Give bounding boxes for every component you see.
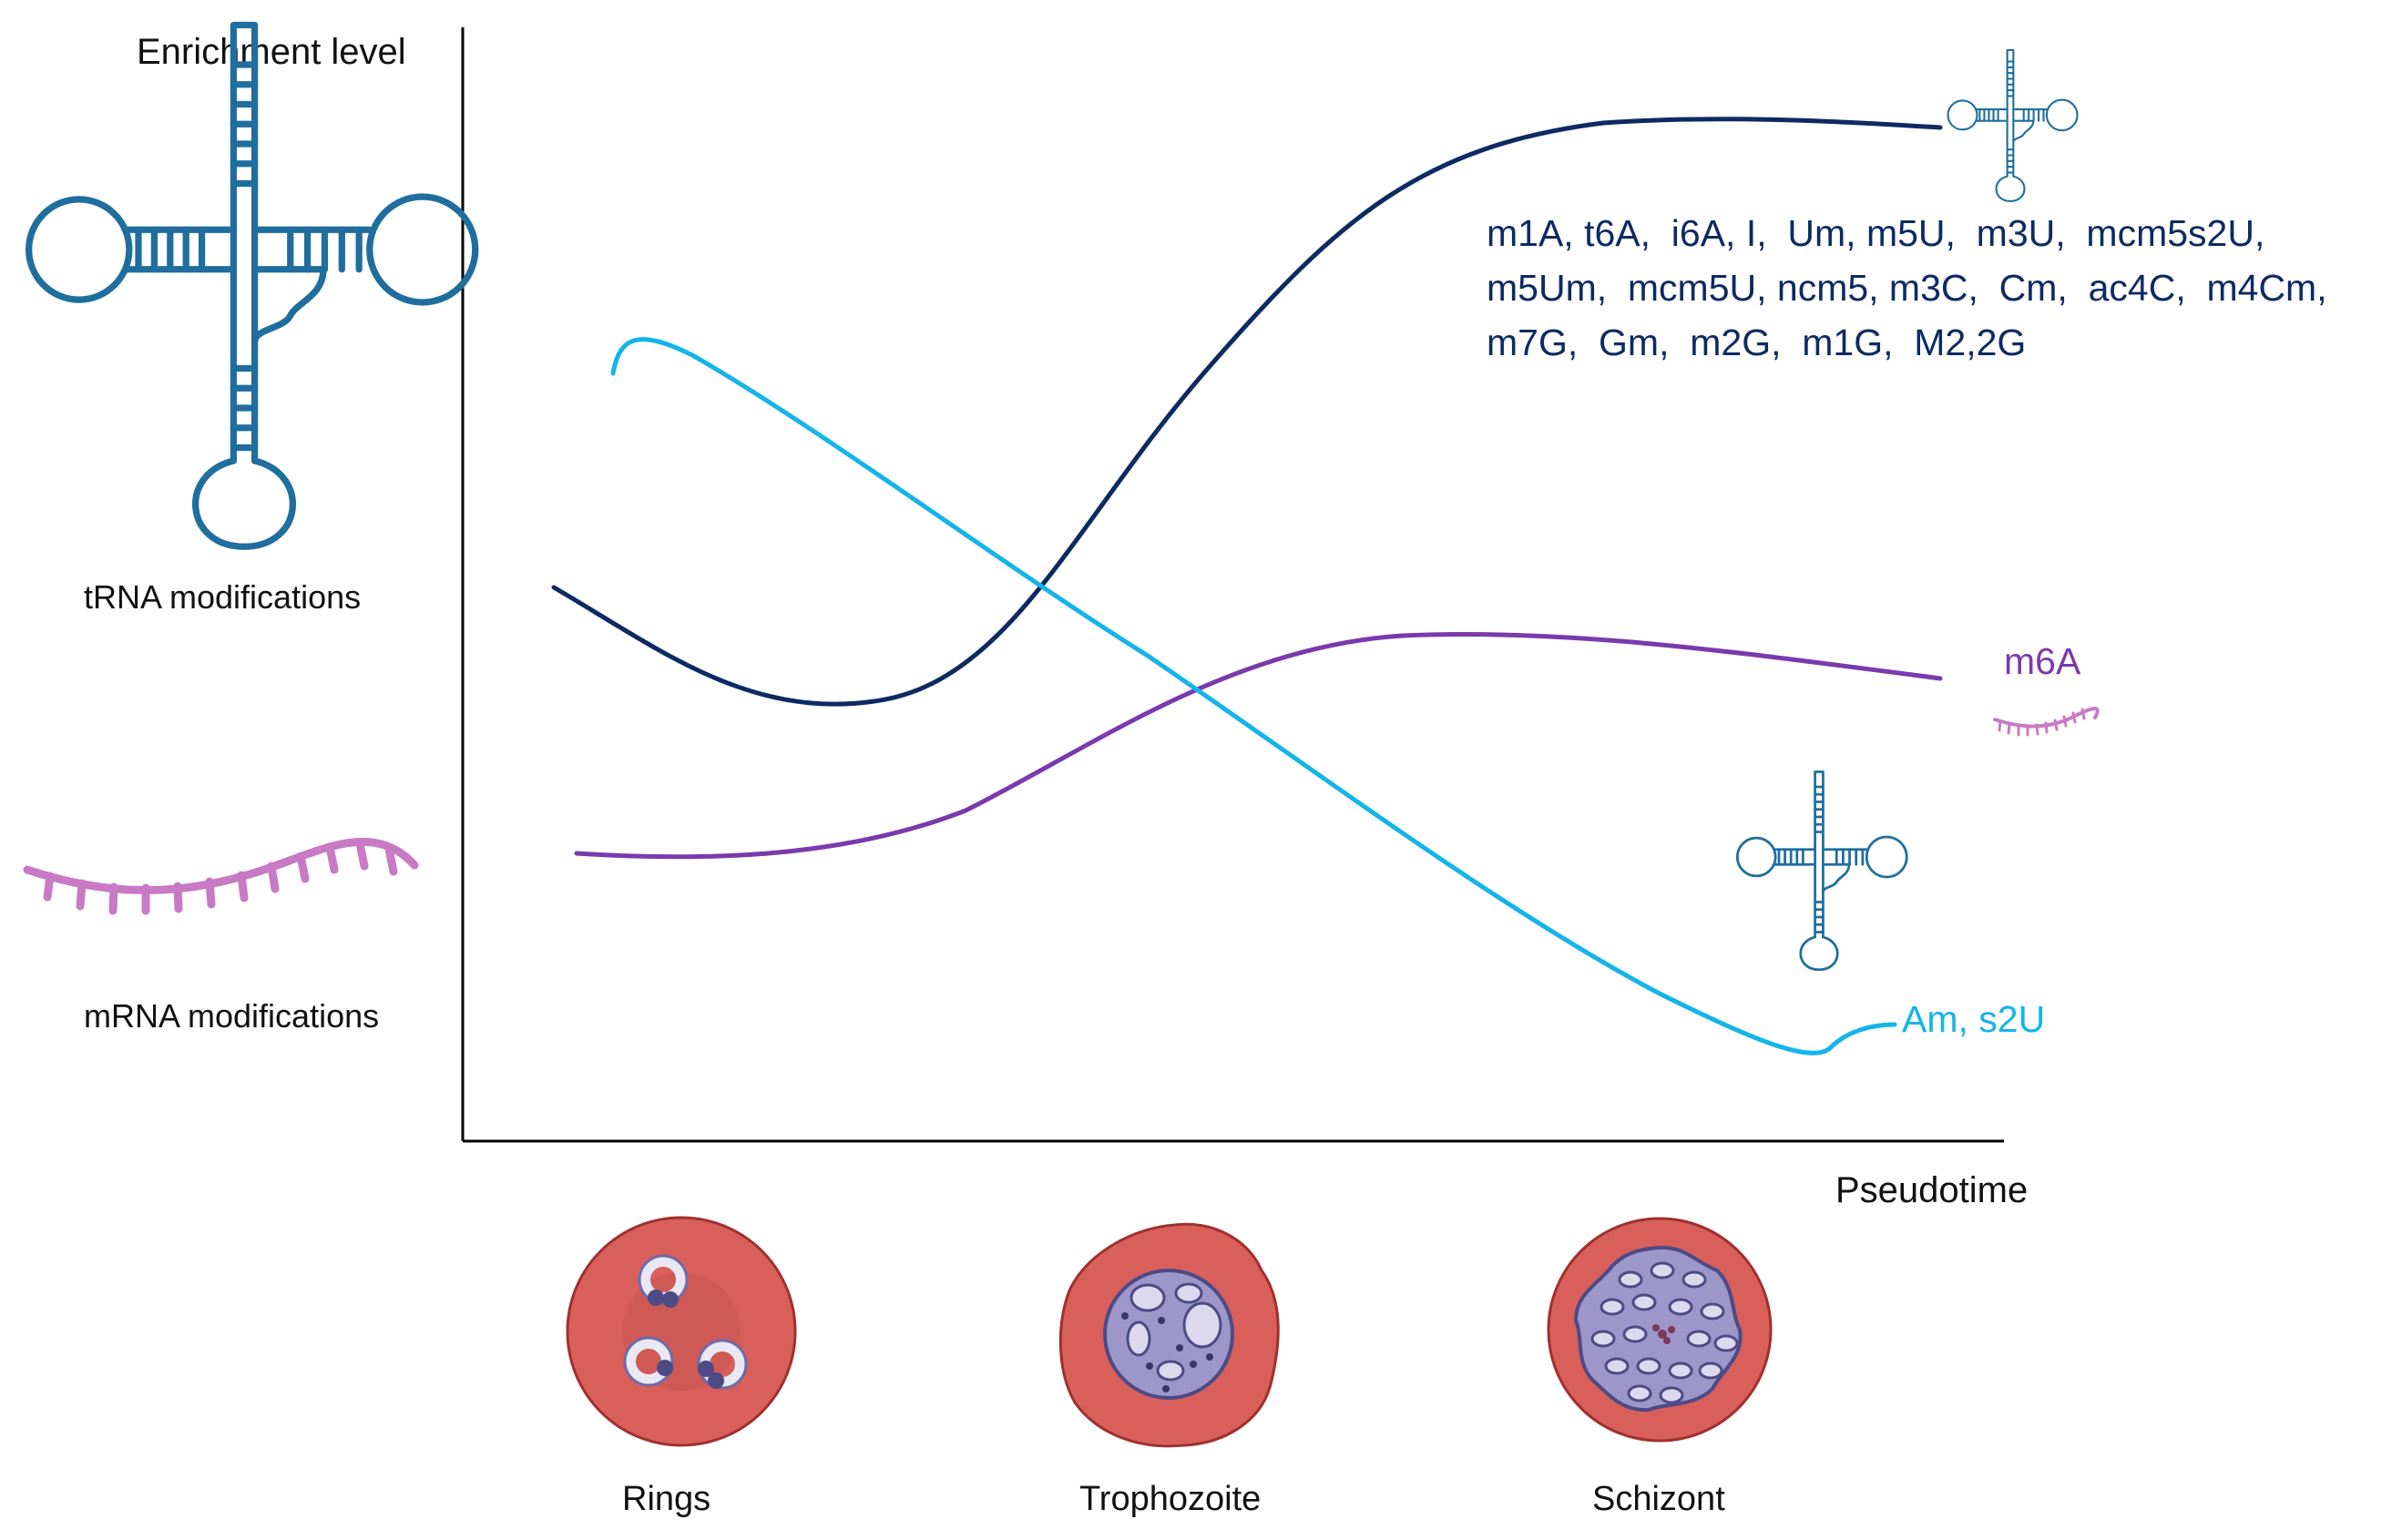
y-axis-label: Enrichment level (137, 32, 406, 72)
m6a-label: m6A (2004, 640, 2081, 682)
trna-modifications-label: tRNA modifications (84, 578, 361, 616)
series-line-trna-down (610, 337, 1897, 1056)
stage-label-schizont: Schizont (1592, 1480, 1725, 1518)
stage-rings: Rings (566, 1216, 797, 1518)
trna-up-label-line: m7G, Gm, m2G, m1G, M2,2G (1487, 321, 2026, 363)
trna-modifications-icon (29, 25, 475, 546)
x-axis-label: Pseudotime (1835, 1170, 2028, 1210)
stage-schizont: Schizont (1547, 1217, 1773, 1518)
stage-label-trophozoite: Trophozoite (1079, 1480, 1261, 1518)
mrna-modifications-icon (23, 837, 419, 915)
m6a-mrna-icon (1993, 707, 2100, 737)
series-line-mrna (574, 631, 1943, 860)
trna-up-label-line: m5Um, mcm5U, ncm5, m3C, Cm, ac4C, m4Cm, (1487, 267, 2327, 309)
trna-up-modifications-list: m1A, t6A, i6A, I, Um, m5U, m3U, mcm5s2U,… (1487, 212, 2327, 363)
trna-icon-upregulated (1947, 48, 2079, 202)
stage-label-rings: Rings (622, 1480, 710, 1518)
series-line-trna-up (551, 117, 1943, 707)
trna-icon-downregulated (1735, 770, 1908, 972)
stage-trophozoite: Trophozoite (1058, 1222, 1280, 1518)
curves (551, 117, 1943, 1056)
am-s2u-label: Am, s2U (1902, 998, 2045, 1040)
trna-up-label-line: m1A, t6A, i6A, I, Um, m5U, m3U, mcm5s2U, (1487, 212, 2264, 254)
mrna-modifications-label: mRNA modifications (84, 997, 379, 1035)
axes: Enrichment level Pseudotime (137, 27, 2028, 1210)
